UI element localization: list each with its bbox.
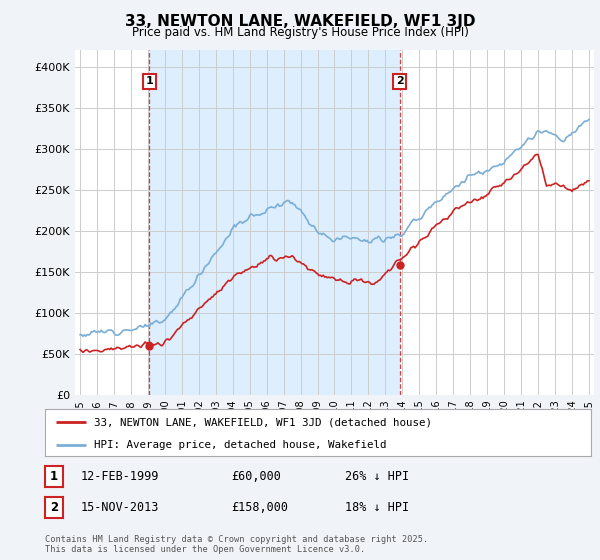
Text: 15-NOV-2013: 15-NOV-2013 [81,501,160,514]
Text: 1: 1 [145,76,153,86]
Text: 12-FEB-1999: 12-FEB-1999 [81,470,160,483]
Text: 33, NEWTON LANE, WAKEFIELD, WF1 3JD (detached house): 33, NEWTON LANE, WAKEFIELD, WF1 3JD (det… [94,417,432,427]
Text: 26% ↓ HPI: 26% ↓ HPI [345,470,409,483]
Text: HPI: Average price, detached house, Wakefield: HPI: Average price, detached house, Wake… [94,440,386,450]
Text: 1: 1 [50,470,58,483]
Text: 2: 2 [50,501,58,514]
Text: 2: 2 [395,76,403,86]
Bar [149,50,400,395]
Text: 33, NEWTON LANE, WAKEFIELD, WF1 3JD: 33, NEWTON LANE, WAKEFIELD, WF1 3JD [125,14,475,29]
Text: £60,000: £60,000 [231,470,281,483]
Text: £158,000: £158,000 [231,501,288,514]
Text: Contains HM Land Registry data © Crown copyright and database right 2025.
This d: Contains HM Land Registry data © Crown c… [45,535,428,554]
Text: Price paid vs. HM Land Registry's House Price Index (HPI): Price paid vs. HM Land Registry's House … [131,26,469,39]
Text: 18% ↓ HPI: 18% ↓ HPI [345,501,409,514]
